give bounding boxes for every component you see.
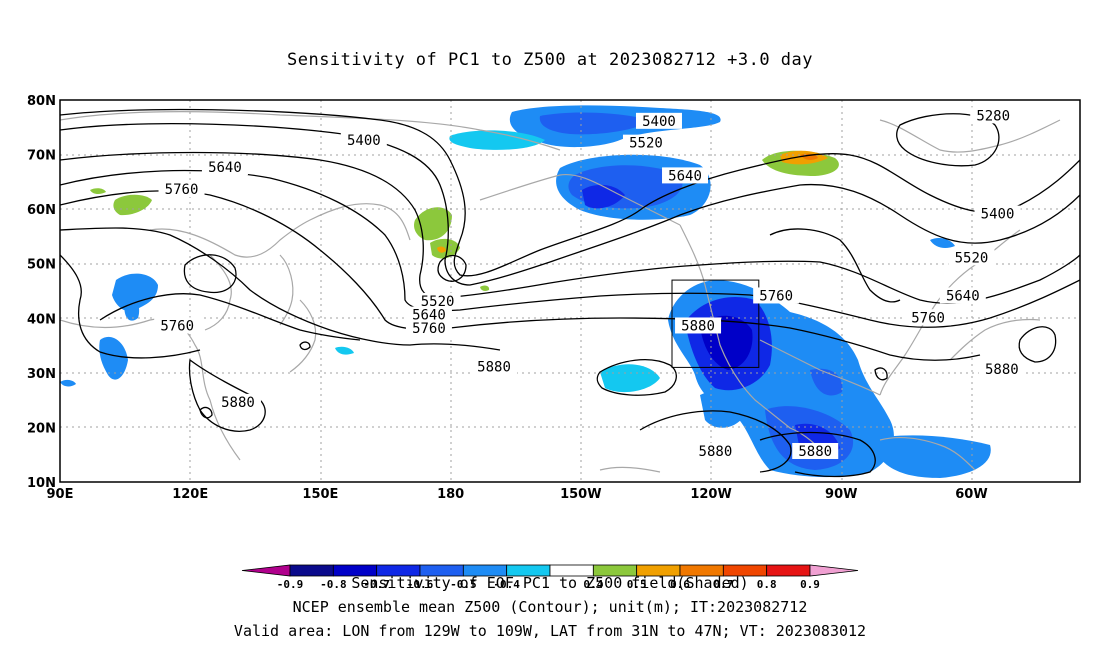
contour-label-text: 5880 <box>798 444 832 460</box>
latitude-axis: 80N 70N 60N 50N 40N 30N 20N 10N <box>27 94 56 491</box>
contour-label-text: 5880 <box>477 359 511 375</box>
contour-label: 5880 <box>692 442 739 460</box>
footer-valid-area: Valid area: LON from 129W to 109W, LAT f… <box>233 622 867 640</box>
plot-frame <box>59 99 1081 483</box>
contour-label: 5760 <box>905 309 952 326</box>
shade-east-asia <box>112 273 158 312</box>
contour-label: 5400 <box>974 205 1021 223</box>
lat-tick-label: 10N <box>27 476 56 491</box>
contour-label-text: 5400 <box>642 114 676 130</box>
lat-tick-label: 80N <box>27 94 56 109</box>
lat-tick-label: 50N <box>27 258 56 273</box>
lon-tick-label: 150W <box>560 487 601 502</box>
contour-label-text: 5760 <box>165 182 199 198</box>
contour-label: 5760 <box>405 320 452 337</box>
contour-label: 5520 <box>622 134 669 152</box>
contour-label-text: 5520 <box>421 294 455 310</box>
contour-label: 5880 <box>792 442 839 460</box>
contour-label: 5280 <box>970 107 1017 124</box>
contour-label: 5640 <box>939 287 986 304</box>
lat-tick-label: 30N <box>27 367 56 382</box>
valid-area-box <box>671 279 760 368</box>
contour-label-text: 5880 <box>985 362 1019 378</box>
contour-label-text: 5640 <box>668 168 702 184</box>
colorbar-tick-label: -0.8 <box>320 578 347 591</box>
shaded-sensitivity <box>60 105 991 478</box>
contour-label: 5400 <box>340 131 387 149</box>
colorbar-tick-label: 0.5 <box>627 578 647 591</box>
contour-label: 5400 <box>635 112 682 130</box>
colorbar-right-arrow <box>809 564 859 577</box>
contour-labels: 5400564057605400552056405280540055205640… <box>154 107 1025 460</box>
contour-label-text: 5400 <box>347 133 381 149</box>
colorbar-tick-label: 0.4 <box>583 578 603 591</box>
colorbar-tick-label: -0.5 <box>450 578 477 591</box>
contour-label-text: 5640 <box>208 160 242 176</box>
colorbar-tick-label: 0.7 <box>713 578 733 591</box>
colorbar-tick-label: 0.8 <box>757 578 777 591</box>
lon-tick-label: 90W <box>825 487 857 502</box>
contour-label: 5520 <box>414 292 461 310</box>
map-area: 5400564057605400552056405280540055205640… <box>60 100 1080 482</box>
contour-label: 5760 <box>158 181 205 198</box>
lon-tick-label: 150E <box>302 487 338 502</box>
contour-label: 5640 <box>201 159 248 176</box>
contour-label: 5640 <box>662 167 709 184</box>
gridlines <box>60 100 1080 482</box>
lon-tick-label: 60W <box>955 487 987 502</box>
contour-label: 5880 <box>471 358 518 375</box>
contour-label-text: 5520 <box>629 136 663 152</box>
contour-label: 5640 <box>405 306 452 324</box>
lat-tick-label: 40N <box>27 312 56 327</box>
lon-tick-label: 180 <box>437 487 464 502</box>
contour-label: 5520 <box>948 249 995 266</box>
contour-label-text: 5640 <box>412 308 446 324</box>
colorbar-tick-label: -0.6 <box>407 578 434 591</box>
contour-label-text: 5760 <box>759 288 793 304</box>
contour-label: 5880 <box>978 361 1025 378</box>
footer-shaded-caption: Sensitivity of EOF PC1 to Z500 field(Sha… <box>351 574 749 592</box>
footer-contour-caption: NCEP ensemble mean Z500 (Contour); unit(… <box>292 598 808 616</box>
contour-label-text: 5640 <box>946 288 980 304</box>
contour-label-text: 5760 <box>911 310 945 326</box>
contour-label: 5760 <box>154 317 201 334</box>
contour-label-text: 5280 <box>976 108 1010 124</box>
lat-tick-label: 20N <box>27 421 56 436</box>
colorbar-tick-label: -0.9 <box>277 578 304 591</box>
contour-label-text: 5760 <box>412 321 446 337</box>
shade-siberia-green <box>113 194 152 216</box>
contour-label-text: 5400 <box>981 207 1015 223</box>
contour-label-text: 5880 <box>699 444 733 460</box>
lat-tick-label: 70N <box>27 149 56 164</box>
lon-tick-label: 120W <box>690 487 731 502</box>
lon-tick-label: 90E <box>47 487 74 502</box>
contour-label-text: 5880 <box>221 395 255 411</box>
contour-label-text: 5760 <box>160 318 194 334</box>
contour-label: 5880 <box>675 317 722 334</box>
lat-tick-label: 60N <box>27 203 56 218</box>
colorbar-tick-label: 0.6 <box>670 578 690 591</box>
lon-tick-label: 120E <box>172 487 208 502</box>
longitude-axis: 90E 120E 150E 180 150W 120W 90W 60W <box>47 487 988 502</box>
contour-label: 5880 <box>214 393 261 411</box>
colorbar: -0.9 -0.8 -0.7 -0.6 -0.5 -0.4 0.4 0.5 0.6 0.7 0.8 0… <box>241 564 859 591</box>
contour-label-text: 5880 <box>681 318 715 334</box>
coastlines <box>60 111 1061 473</box>
contour-label-text: 5520 <box>955 250 989 266</box>
colorbar-tick-label: -0.7 <box>363 578 390 591</box>
colorbar-tick-label: 0.9 <box>800 578 820 591</box>
plot-title: Sensitivity of PC1 to Z500 at 2023082712… <box>286 50 813 70</box>
colorbar-tick-label: -0.4 <box>493 578 520 591</box>
contour-label: 5760 <box>753 287 800 304</box>
